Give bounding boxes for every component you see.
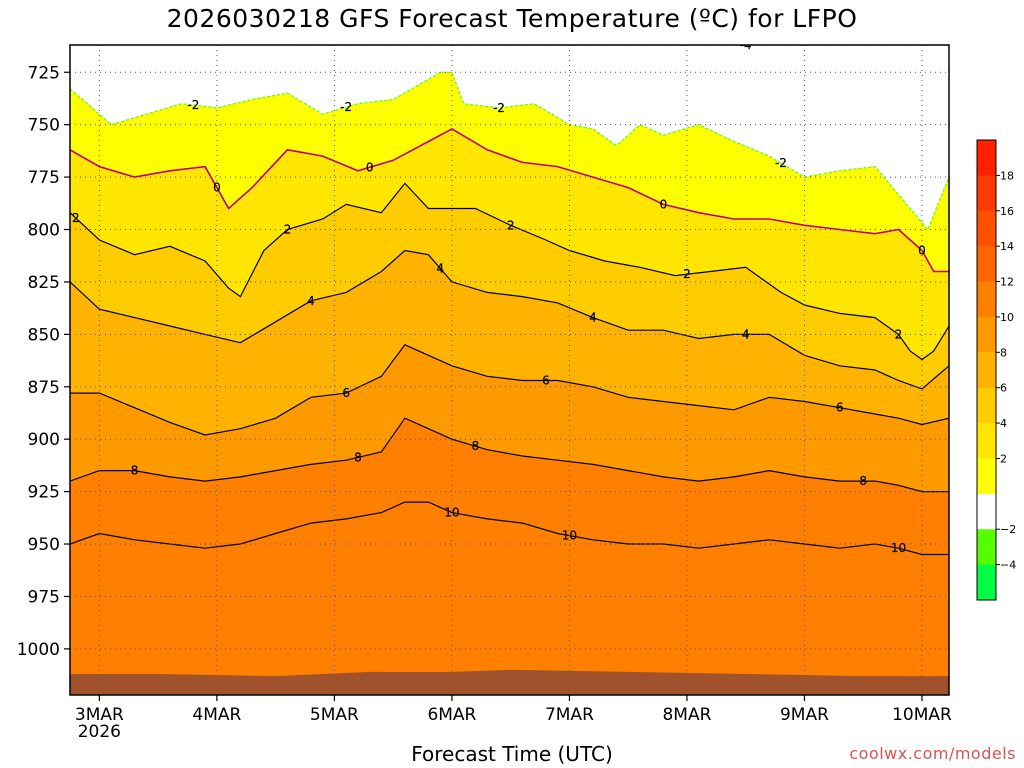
isotherm-line-8 [70,417,949,493]
isotherm-line--2 [70,71,949,231]
colorbar-tick-label-16: 16 [1000,205,1014,218]
colorbar-band-16 [977,175,996,212]
x-axis: 3MAR 4MAR 5MAR 6MAR 7MAR 8MAR 9MAR 10MAR 2026 [75,695,952,742]
chart-title: 2026030218 GFS Forecast Temperature (ºC)… [166,4,858,33]
y-tick-label-725: 725 [28,63,60,83]
isotherm-line-6 [70,344,949,436]
grid [70,45,949,695]
isotherm-label-8-3: 8 [859,474,867,488]
isotherm-label-2-1: 2 [284,223,292,237]
colorbar-band--2 [977,493,996,530]
plot-frame [69,44,950,696]
colorbar: 18 16 14 12 10 8 6 4 2 −2 −4 [976,139,1016,601]
y-axis: 725 750 775 800 825 850 875 900 925 950 975 1000 [17,63,70,660]
isotherm-label-2-0: 2 [72,211,80,225]
y-tick-label-950: 950 [28,535,60,555]
x-tick-label-8MAR: 8MAR [662,705,711,725]
plot-area: -4-2-2-2-200002222244446668888101010 [70,38,949,695]
y-tick-label-775: 775 [28,168,60,188]
colorbar-band-18 [977,140,996,176]
isotherm-label--2-3: -2 [775,156,787,170]
colorbar-band-2 [977,423,996,459]
isotherm-label-6-0: 6 [342,386,350,400]
colorbar-tick-label-8: 8 [1000,346,1007,359]
colorbar-tick-label-6: 6 [1000,382,1007,395]
isotherm-label--2-0: -2 [187,98,199,112]
isotherm-label-8-0: 8 [131,464,139,478]
colorbar-tick-label--2: −2 [1000,523,1016,536]
isotherm-label-10-2: 10 [891,541,906,555]
isotherm-label-0-1: 0 [366,160,374,174]
colorbar-band-12 [977,246,996,283]
colorbar-band-8 [977,316,996,353]
x-axis-label: Forecast Time (UTC) [411,742,613,766]
isotherm-line-4 [70,249,949,390]
colorbar-tick-label-10: 10 [1000,311,1014,324]
isotherm-label-6-1: 6 [542,373,550,387]
y-tick-label-900: 900 [28,430,60,450]
colorbar-band-4 [977,387,996,424]
isotherm-label-0-0: 0 [213,181,221,195]
x-tick-label-3MAR: 3MAR [75,705,124,725]
colorbar-tick-label-2: 2 [1000,452,1007,465]
isotherm-label-4-0: 4 [307,294,315,308]
colorbar-band-0 [977,458,996,495]
isotherm-label-4-2: 4 [589,311,597,325]
isotherm-fill--2 [70,45,949,230]
isotherm-label-2-4: 2 [895,327,903,341]
isotherm-label-8-1: 8 [354,450,362,464]
isotherm-label-10-0: 10 [444,506,459,520]
colorbar-tick-label-14: 14 [1000,240,1014,253]
colorbar-frame [976,139,997,601]
y-tick-label-875: 875 [28,378,60,398]
x-tick-label-9MAR: 9MAR [780,705,829,725]
x-tick-label-5MAR: 5MAR [310,705,359,725]
x-tick-label-10MAR: 10MAR [892,705,952,725]
isotherm-label--2-1: -2 [340,100,352,114]
colorbar-band-6 [977,352,996,389]
x-tick-label-6MAR: 6MAR [427,705,476,725]
isotherm-label-0-2: 0 [660,197,668,211]
colorbar-tick-label-12: 12 [1000,276,1014,289]
colorbar-tick-label-18: 18 [1000,169,1014,182]
x-year-label: 2026 [78,722,121,742]
isotherm-label-4-1: 4 [436,261,444,275]
isotherm-label--4-0: -4 [740,38,752,52]
y-tick-label-1000: 1000 [17,640,60,660]
y-tick-label-850: 850 [28,325,60,345]
isotherm-line-2 [70,182,949,361]
y-tick-label-925: 925 [28,483,60,503]
colorbar-tick-label-4: 4 [1000,417,1007,430]
y-tick-label-750: 750 [28,116,60,136]
x-tick-label-7MAR: 7MAR [545,705,594,725]
colorbar-band--6 [977,564,996,601]
colorbar-band--4 [977,529,996,566]
colorbar-tick-label--4: −4 [1000,559,1016,572]
isotherm-label-6-2: 6 [836,401,844,415]
y-tick-label-825: 825 [28,273,60,293]
y-tick-label-800: 800 [28,221,60,241]
x-tick-label-4MAR: 4MAR [192,705,241,725]
y-tick-label-975: 975 [28,587,60,607]
isotherm-label-8-2: 8 [472,439,480,453]
ground-surface [70,669,949,695]
colorbar-band-10 [977,281,996,318]
isotherm-label-2-3: 2 [683,267,691,281]
colorbar-band-14 [977,210,996,247]
credit-text: coolwx.com/models [849,744,1016,763]
isotherm-label--2-2: -2 [493,101,505,115]
isotherm-line-0 [70,127,949,273]
isotherm-label-2-2: 2 [507,218,515,232]
isotherm-line-10 [70,501,949,556]
